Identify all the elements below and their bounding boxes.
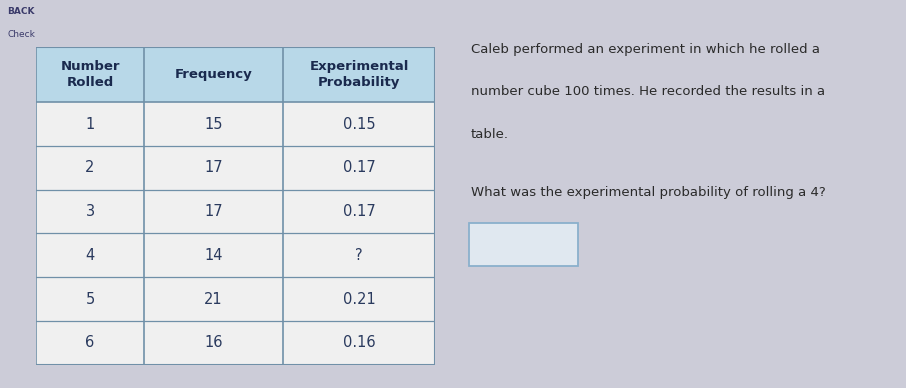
- Text: 14: 14: [205, 248, 223, 263]
- FancyBboxPatch shape: [469, 223, 578, 266]
- Text: Caleb performed an experiment in which he rolled a: Caleb performed an experiment in which h…: [471, 43, 820, 56]
- Text: 2: 2: [85, 160, 95, 175]
- Text: BACK: BACK: [7, 7, 34, 16]
- Bar: [36, 190, 435, 234]
- Text: 17: 17: [205, 204, 223, 219]
- Text: 6: 6: [85, 335, 95, 350]
- Text: 0.17: 0.17: [342, 160, 375, 175]
- Text: Experimental
Probability: Experimental Probability: [310, 60, 409, 89]
- Text: 17: 17: [205, 160, 223, 175]
- Text: number cube 100 times. He recorded the results in a: number cube 100 times. He recorded the r…: [471, 85, 825, 99]
- Text: 5: 5: [85, 292, 95, 307]
- Text: What was the experimental probability of rolling a 4?: What was the experimental probability of…: [471, 186, 826, 199]
- Bar: [36, 277, 435, 321]
- Bar: [36, 321, 435, 365]
- Text: 0.16: 0.16: [342, 335, 375, 350]
- Text: 15: 15: [205, 117, 223, 132]
- Text: 0.21: 0.21: [342, 292, 375, 307]
- Text: ?: ?: [355, 248, 363, 263]
- Text: 3: 3: [85, 204, 94, 219]
- Text: 4: 4: [85, 248, 95, 263]
- Bar: [36, 102, 435, 146]
- Text: 0.17: 0.17: [342, 204, 375, 219]
- Text: table.: table.: [471, 128, 509, 141]
- Text: 0.15: 0.15: [342, 117, 375, 132]
- Text: 21: 21: [205, 292, 223, 307]
- Text: Number
Rolled: Number Rolled: [61, 60, 120, 89]
- Bar: [36, 47, 435, 102]
- Text: Check: Check: [7, 30, 35, 40]
- Bar: [36, 234, 435, 277]
- Text: 1: 1: [85, 117, 95, 132]
- Text: 16: 16: [205, 335, 223, 350]
- Text: Frequency: Frequency: [175, 68, 253, 81]
- Bar: [36, 146, 435, 190]
